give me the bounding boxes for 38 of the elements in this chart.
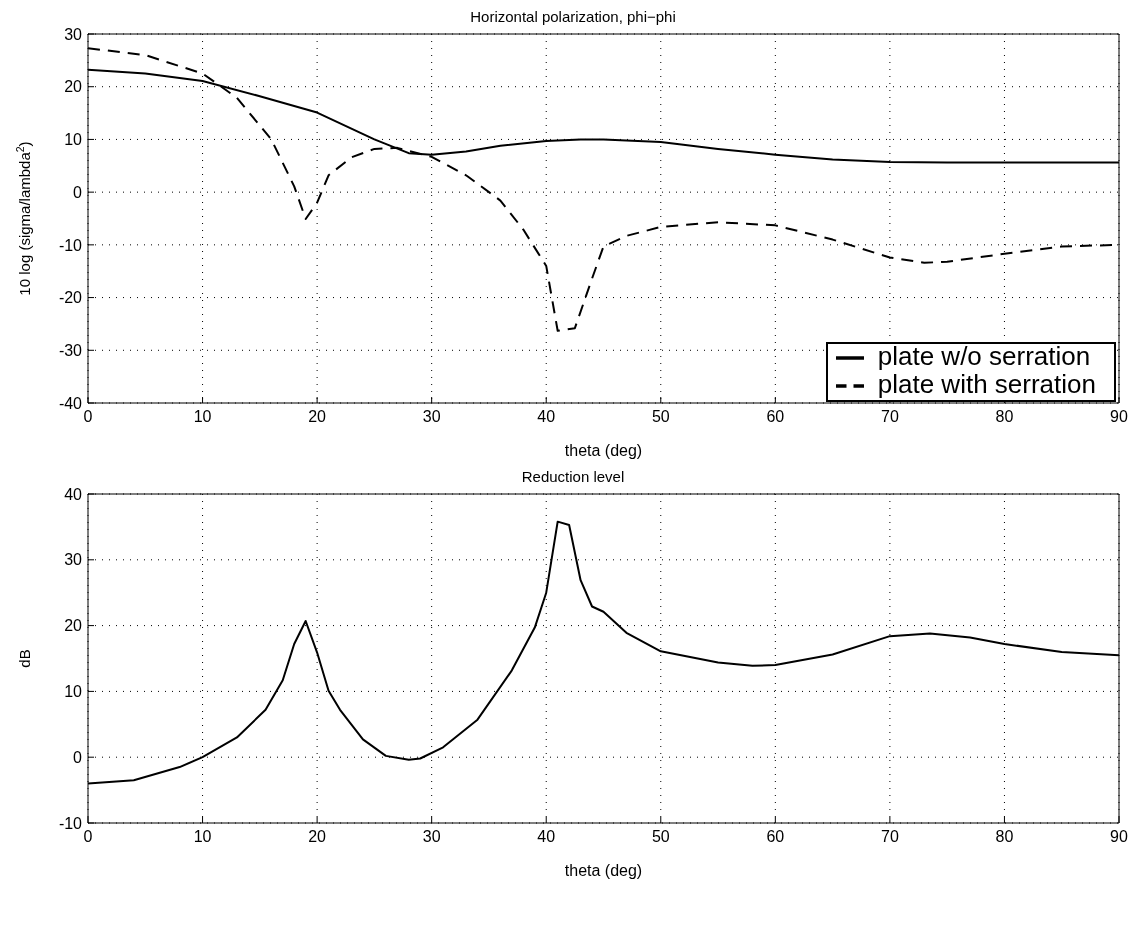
y-tick-label: -20: [58, 289, 83, 307]
chart-title: Reduction level: [521, 468, 625, 485]
y-tick-label: -40: [58, 394, 83, 412]
x-tick-label: 20: [308, 408, 327, 426]
x-tick-label: 80: [995, 408, 1014, 426]
x-tick-label: 30: [422, 828, 441, 846]
y-tick-label: 10: [64, 683, 83, 701]
x-tick-label: 10: [193, 828, 212, 846]
x-tick-label: 20: [308, 828, 327, 846]
y-tick-label: 30: [64, 551, 83, 569]
x-tick-label: 30: [422, 408, 441, 426]
y-tick-label: 0: [73, 183, 83, 201]
y-tick-label: 20: [64, 617, 83, 635]
y-tick-label: -10: [58, 814, 83, 832]
y-tick-label: -10: [58, 236, 83, 254]
y-tick-label: 0: [73, 748, 83, 766]
y-tick-label: -30: [58, 341, 83, 359]
x-tick-label: 70: [880, 408, 899, 426]
y-axis-title: dB: [16, 649, 33, 668]
x-tick-label: 10: [193, 408, 212, 426]
x-tick-label: 50: [651, 828, 670, 846]
y-tick-label: 20: [64, 78, 83, 96]
x-tick-label: 60: [766, 828, 785, 846]
x-tick-label: 60: [766, 408, 785, 426]
legend-label: plate w/o serration: [877, 340, 1091, 371]
x-axis-title: theta (deg): [564, 862, 643, 879]
y-tick-label: 30: [64, 25, 83, 43]
x-tick-label: 40: [537, 828, 556, 846]
y-tick-label: 10: [64, 131, 83, 149]
chart-title: Horizontal polarization, phi−phi: [470, 8, 676, 25]
x-tick-label: 70: [880, 828, 899, 846]
x-axis-title: theta (deg): [564, 442, 643, 459]
x-tick-label: 40: [537, 408, 556, 426]
y-tick-label: 40: [64, 485, 83, 503]
x-tick-label: 90: [1110, 408, 1128, 426]
x-tick-label: 90: [1110, 828, 1128, 846]
x-tick-label: 50: [651, 408, 670, 426]
x-tick-label: 80: [995, 828, 1014, 846]
